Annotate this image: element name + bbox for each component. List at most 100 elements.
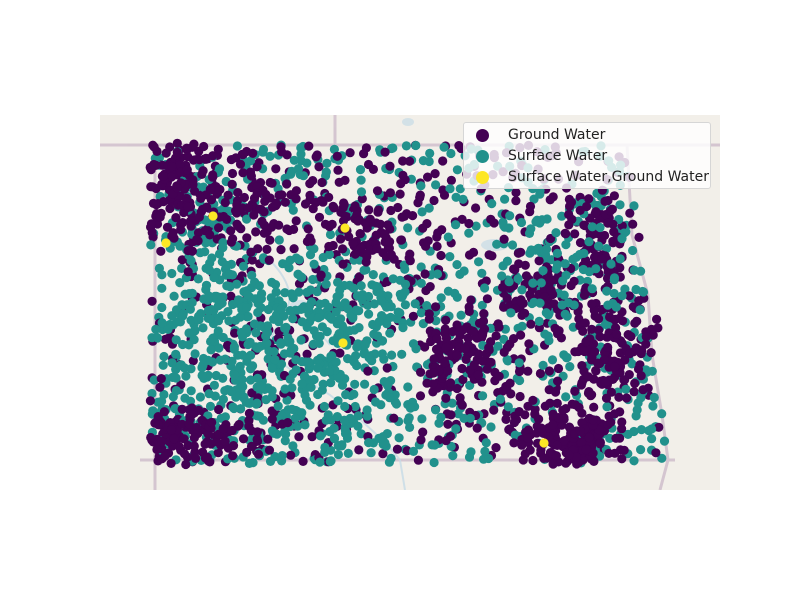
ground-water-point — [227, 168, 238, 179]
ground-water-point — [536, 423, 546, 433]
ground-water-point — [222, 340, 233, 351]
ground-water-point — [516, 247, 526, 257]
ground-water-point — [182, 165, 192, 175]
ground-water-point — [187, 410, 197, 420]
surface-water-point — [542, 214, 552, 224]
surface-water-point — [253, 373, 263, 383]
ground-water-point — [253, 244, 263, 254]
surface-water-point — [288, 205, 298, 215]
surface-water-point — [408, 446, 419, 456]
ground-water-point — [202, 452, 212, 462]
surface-water-point — [242, 290, 252, 300]
ground-water-point — [558, 405, 568, 415]
surface-water-point — [503, 402, 513, 412]
ground-water-point — [226, 291, 236, 301]
surface-water-point — [261, 331, 271, 341]
ground-water-point — [260, 196, 270, 206]
ground-water-point — [526, 319, 536, 329]
ground-water-point — [498, 282, 508, 292]
ground-water-point — [166, 172, 176, 182]
ground-water-point — [584, 194, 594, 204]
surface-water-point — [175, 278, 185, 288]
ground-water-point — [457, 214, 467, 224]
surface-water-point — [400, 300, 410, 310]
surface-water-point — [603, 300, 613, 310]
ground-water-point — [203, 429, 213, 439]
surface-water-point — [200, 247, 210, 257]
ground-water-point — [172, 147, 182, 157]
surface-water-point — [235, 312, 245, 322]
ground-water-point — [338, 216, 349, 226]
surface-water-point — [326, 378, 336, 388]
surface-water-point — [244, 337, 254, 348]
surface-water-point — [569, 300, 579, 310]
ground-water-point — [396, 179, 406, 189]
surface-water-point — [276, 304, 286, 314]
ground-water-point — [648, 330, 658, 340]
ground-water-point — [168, 228, 178, 238]
ground-water-point — [515, 391, 525, 402]
surface-water-point — [297, 379, 307, 389]
ground-water-point — [561, 229, 571, 239]
ground-water-point — [520, 308, 530, 318]
surface-water-point — [198, 360, 208, 370]
ground-water-point — [188, 180, 198, 190]
surface-water-point — [267, 386, 277, 396]
ground-water-point — [528, 395, 538, 405]
ground-water-point — [588, 448, 598, 458]
ground-water-point — [524, 339, 534, 349]
surface-water-point — [366, 448, 376, 458]
ground-water-point — [167, 161, 177, 172]
surface-water-point — [562, 352, 572, 363]
ground-water-point — [571, 452, 581, 462]
surface-water-point — [298, 304, 308, 314]
surface-water-point — [253, 307, 263, 318]
ground-water-point — [333, 165, 343, 175]
surface-water-point — [168, 372, 178, 382]
ground-water-point — [226, 226, 236, 236]
surface-water-point — [197, 370, 207, 381]
surface-water-point — [340, 425, 350, 435]
ground-water-point — [276, 245, 286, 255]
surface-water-point — [474, 257, 484, 267]
surface-water-point — [309, 374, 319, 385]
surface-water-point — [657, 409, 667, 419]
surface-water-point — [178, 311, 188, 321]
ground-water-point — [265, 235, 275, 245]
surface-water-point — [636, 425, 647, 435]
surface-water-point — [167, 311, 177, 321]
surface-water-point — [376, 296, 386, 306]
surface-water-point — [329, 423, 339, 433]
ground-water-point — [552, 440, 562, 450]
ground-water-point — [161, 148, 171, 158]
ground-water-point — [227, 179, 237, 189]
surface-water-point — [290, 413, 300, 423]
ground-water-point — [514, 407, 524, 417]
ground-water-point — [577, 378, 587, 388]
surface-water-point — [238, 382, 248, 392]
legend-marker-surface-water — [476, 149, 489, 163]
ground-water-point — [584, 433, 594, 443]
ground-water-point — [218, 423, 228, 434]
surface-water-point — [335, 285, 345, 295]
surface-water-point — [291, 355, 301, 365]
ground-water-point — [242, 233, 252, 243]
surface-water-point — [450, 288, 460, 298]
ground-water-point — [523, 433, 533, 443]
surface-water-point — [244, 458, 254, 468]
surface-water-point — [285, 306, 295, 316]
ground-water-point — [249, 210, 259, 220]
surface-water-point — [456, 310, 466, 320]
ground-water-point — [246, 247, 256, 257]
ground-water-point — [629, 387, 639, 397]
ground-water-point — [188, 155, 199, 165]
ground-water-point — [595, 332, 605, 342]
surface-water-point — [381, 302, 392, 312]
surface-water-point — [282, 395, 292, 405]
ground-water-point — [416, 367, 426, 377]
surface-water-point — [323, 410, 333, 420]
ground-water-point — [546, 285, 556, 295]
surface-water-point — [451, 192, 461, 202]
surface-ground-water-point — [161, 238, 171, 248]
ground-water-point — [344, 232, 354, 242]
